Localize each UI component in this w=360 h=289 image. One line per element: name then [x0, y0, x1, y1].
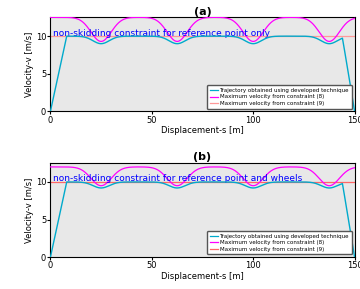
- Legend: Trajectory obtained using developed technique, Maximum velocity from constraint : Trajectory obtained using developed tech…: [207, 85, 352, 109]
- X-axis label: Displacement-s [m]: Displacement-s [m]: [161, 126, 244, 135]
- Title: (a): (a): [194, 7, 211, 16]
- X-axis label: Displacement-s [m]: Displacement-s [m]: [161, 272, 244, 281]
- Text: non-skidding constraint for reference point and wheels: non-skidding constraint for reference po…: [53, 175, 303, 184]
- Y-axis label: Velocity-v [m/s]: Velocity-v [m/s]: [25, 177, 34, 243]
- Text: non-skidding constraint for reference point only: non-skidding constraint for reference po…: [53, 29, 270, 38]
- Legend: Trajectory obtained using developed technique, Maximum velocity from constraint : Trajectory obtained using developed tech…: [207, 231, 352, 254]
- Title: (b): (b): [193, 152, 212, 162]
- Y-axis label: Velocity-v [m/s]: Velocity-v [m/s]: [25, 32, 34, 97]
